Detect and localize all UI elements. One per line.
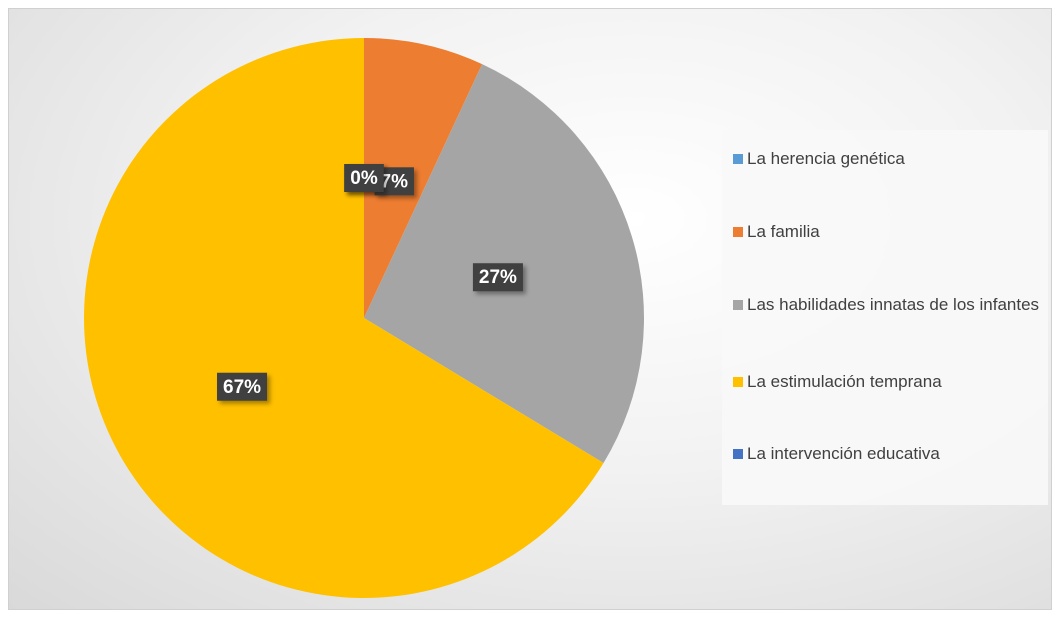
data-label-box — [344, 164, 384, 192]
legend-label: La estimulación temprana — [747, 372, 942, 391]
legend-swatch — [733, 300, 743, 310]
data-label: 67% — [217, 372, 268, 401]
legend-label: La intervención educativa — [747, 444, 940, 463]
legend-item: La intervención educativa — [733, 442, 1043, 465]
data-label-box — [472, 263, 523, 292]
legend-item: Las habilidades innatas de los infantes — [733, 293, 1043, 316]
data-label-text: 7% — [381, 171, 409, 192]
legend-swatch — [733, 377, 743, 387]
data-label: 27% — [472, 263, 523, 292]
pie-slice — [364, 38, 483, 318]
legend-swatch — [733, 449, 743, 459]
data-label-text: 67% — [223, 377, 261, 398]
legend-swatch — [733, 227, 743, 237]
legend-item: La herencia genética — [733, 147, 1043, 170]
data-label-box — [217, 372, 268, 401]
legend-label: La familia — [747, 222, 820, 241]
legend-swatch — [733, 154, 743, 164]
data-label: 0% — [344, 164, 384, 192]
pie-slice — [83, 38, 604, 598]
legend-label: Las habilidades innatas de los infantes — [747, 295, 1040, 314]
legend-label: La herencia genética — [747, 149, 905, 168]
data-label-text: 27% — [479, 267, 517, 288]
legend-item: La estimulación temprana — [733, 370, 1043, 393]
legend: La herencia genética La familia Las habili… — [722, 130, 1048, 505]
data-label-text: 0% — [350, 168, 378, 189]
legend-item: La familia — [733, 220, 1043, 243]
